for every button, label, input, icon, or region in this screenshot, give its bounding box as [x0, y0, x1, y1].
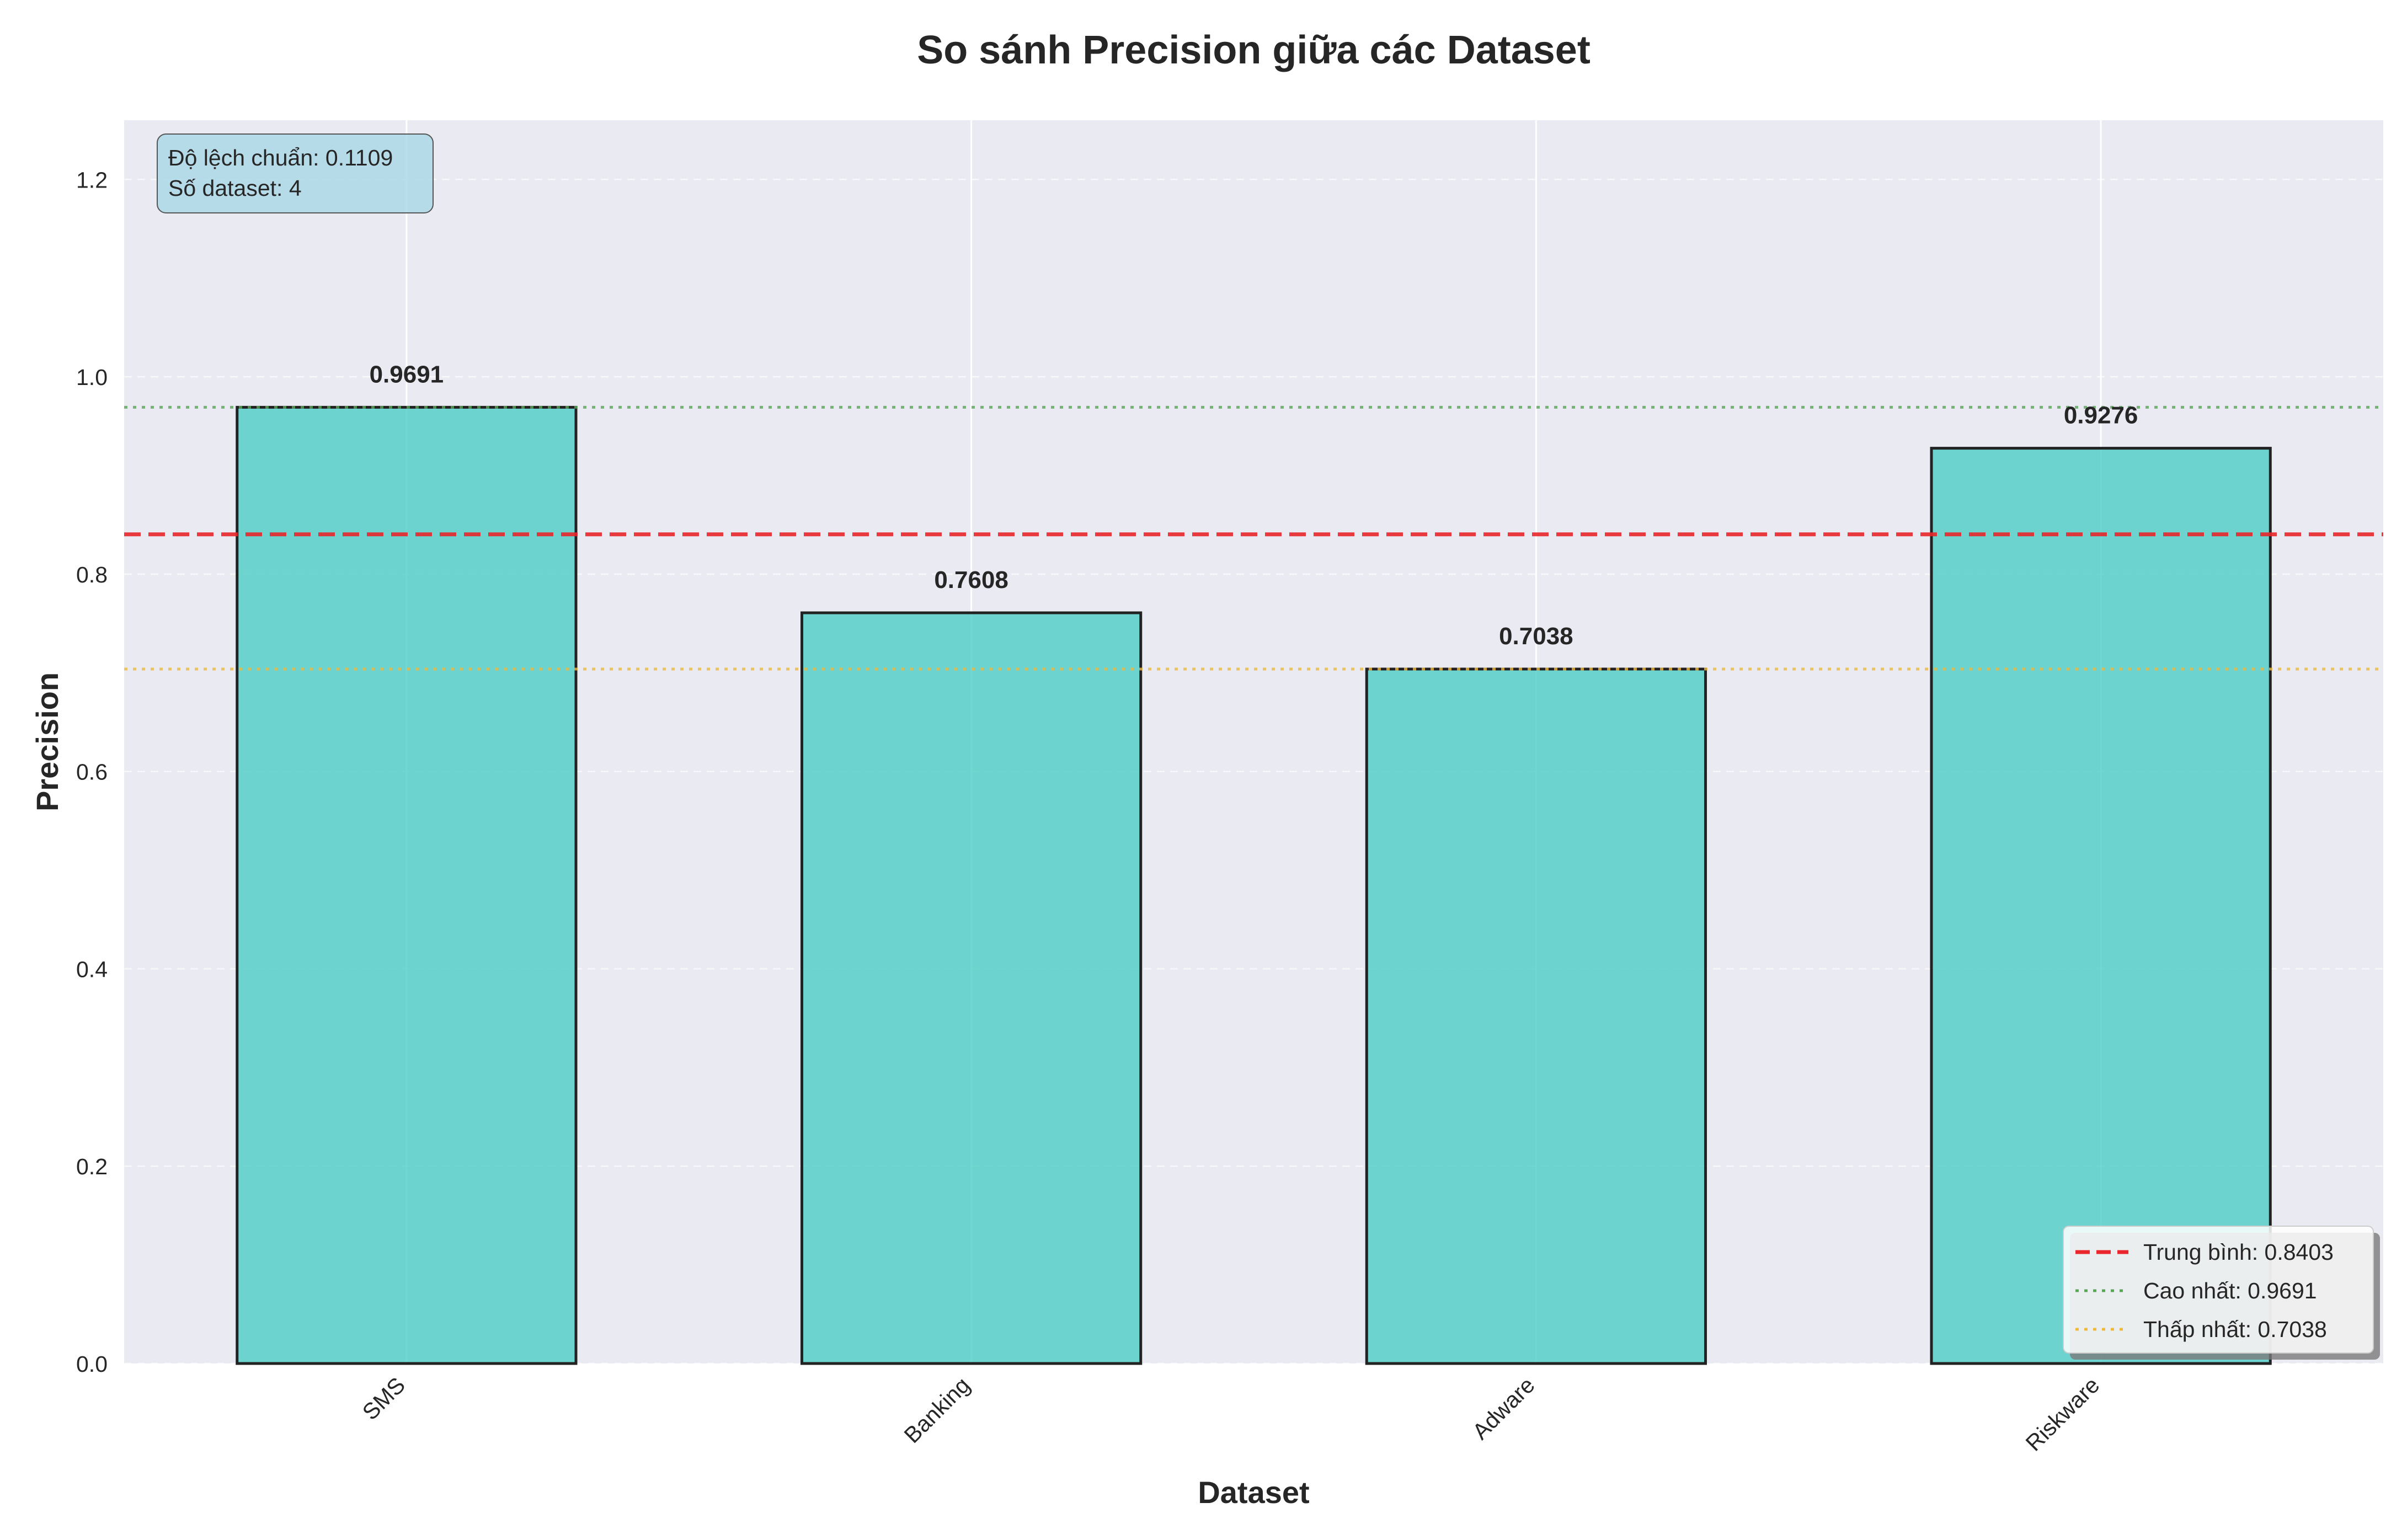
- chart-title: So sánh Precision giữa các Dataset: [917, 28, 1591, 72]
- bar-riskware: [1930, 447, 2272, 1365]
- bar-adware: [1365, 667, 1707, 1365]
- y-axis-ticks: 0.0 0.2 0.4 0.6 0.8 1.0 1.2: [76, 167, 108, 1377]
- y-tick-label: 0.2: [76, 1154, 108, 1179]
- bars: [236, 405, 2272, 1365]
- bar-sms: [236, 405, 578, 1365]
- stats-box: Độ lệch chuẩn: 0.1109 Số dataset: 4: [157, 133, 434, 213]
- y-tick-label: 1.2: [76, 167, 108, 192]
- stats-count-text: Số dataset: 4: [168, 175, 302, 201]
- value-labels: 0.9691 0.7608 0.7038 0.9276: [370, 361, 2138, 650]
- legend-label-mean: Trung bình: 0.8403: [2143, 1239, 2334, 1265]
- x-axis-label: Dataset: [1198, 1475, 1309, 1510]
- legend-label-max: Cao nhất: 0.9691: [2143, 1278, 2317, 1303]
- value-label: 0.9276: [2064, 402, 2138, 429]
- legend-label-min: Thấp nhất: 0.7038: [2143, 1317, 2327, 1342]
- value-label: 0.7038: [1499, 623, 1573, 650]
- reference-lines: [124, 405, 2383, 671]
- y-tick-label: 0.0: [76, 1351, 108, 1377]
- y-tick-label: 1.0: [76, 365, 108, 390]
- y-tick-label: 0.8: [76, 562, 108, 587]
- value-label: 0.7608: [934, 566, 1008, 593]
- legend-background: [2063, 1226, 2374, 1354]
- value-label: 0.9691: [370, 361, 444, 388]
- bar-banking: [800, 611, 1143, 1365]
- stats-box-background: [157, 133, 434, 213]
- stats-std-text: Độ lệch chuẩn: 0.1109: [168, 145, 393, 170]
- y-tick-label: 0.4: [76, 956, 108, 982]
- y-tick-label: 0.6: [76, 760, 108, 785]
- y-axis-label: Precision: [30, 672, 65, 811]
- legend: Trung bình: 0.8403 Cao nhất: 0.9691 Thấp…: [2063, 1226, 2380, 1360]
